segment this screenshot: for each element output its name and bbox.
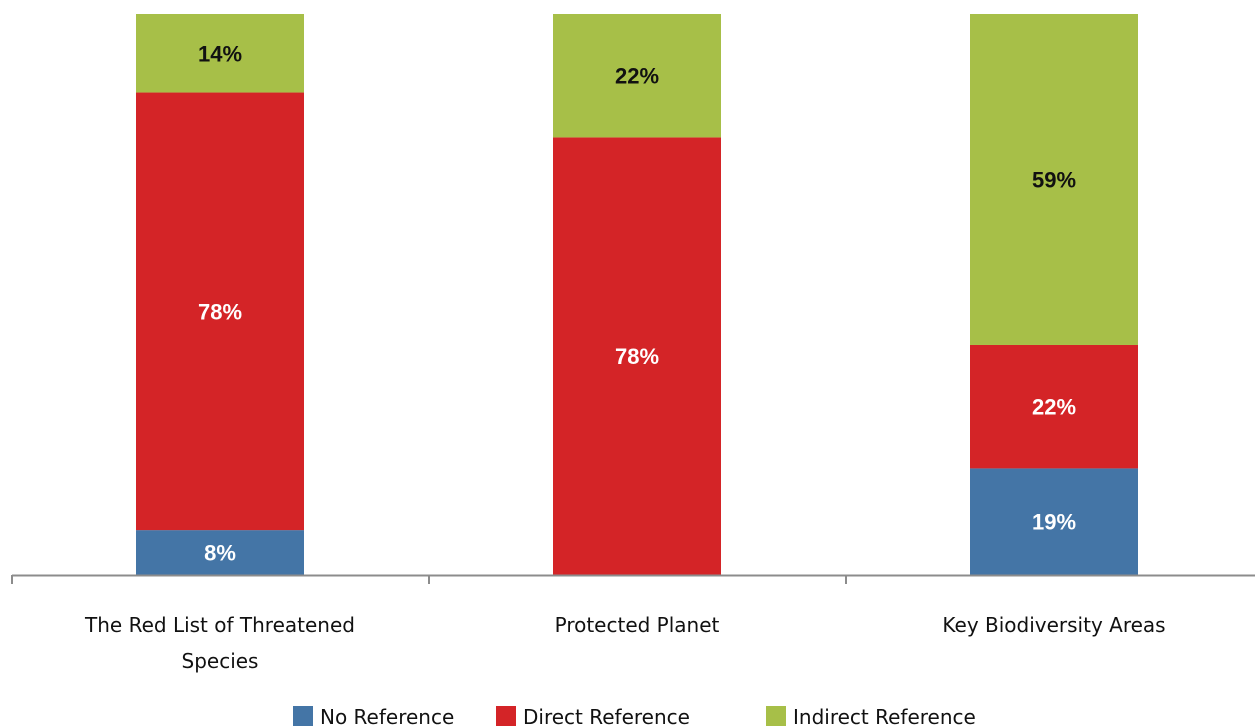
data-label: 78% xyxy=(198,299,242,324)
x-axis xyxy=(11,574,1255,584)
bar-segment-direct-reference-1 xyxy=(136,92,304,531)
bar-segment-direct-reference-2 xyxy=(553,137,721,576)
category-label: Species xyxy=(182,649,259,673)
legend-swatch-no-reference xyxy=(293,706,313,726)
bar-segment-indirect-reference-1 xyxy=(136,14,304,93)
bar-segment-indirect-reference-3 xyxy=(970,14,1138,345)
legend: No Reference Direct Reference Indirect Ref… xyxy=(293,705,976,726)
bar-segment-no-reference-1 xyxy=(136,530,304,575)
bars-group: 8% 78% 14% 78% 22% 19% 22% 59% xyxy=(136,14,1138,576)
legend-swatch-indirect-reference xyxy=(766,706,786,726)
legend-label: No Reference xyxy=(320,705,454,726)
bar-segment-no-reference-3 xyxy=(970,468,1138,575)
data-label: 19% xyxy=(1032,510,1076,535)
bar-segment-direct-reference-3 xyxy=(970,344,1138,469)
data-label: 22% xyxy=(1032,395,1076,420)
data-label: 59% xyxy=(1032,167,1076,192)
category-label: Protected Planet xyxy=(555,613,720,637)
data-label: 8% xyxy=(204,541,236,566)
data-label: 22% xyxy=(615,64,659,89)
category-label: The Red List of Threatened xyxy=(84,613,355,637)
category-label: Key Biodiversity Areas xyxy=(942,613,1165,637)
legend-swatch-direct-reference xyxy=(496,706,516,726)
legend-label: Direct Reference xyxy=(523,705,690,726)
data-label: 14% xyxy=(198,41,242,66)
category-labels: The Red List of Threatened Species Protect… xyxy=(84,613,1166,673)
legend-label: Indirect Reference xyxy=(793,705,976,726)
bar-segment-indirect-reference-2 xyxy=(553,14,721,138)
data-label: 78% xyxy=(615,344,659,369)
